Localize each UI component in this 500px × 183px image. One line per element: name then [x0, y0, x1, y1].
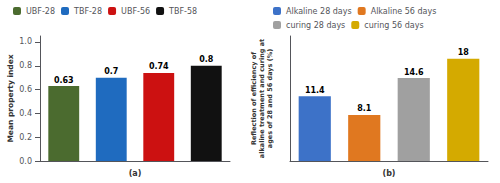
svg-text:(b): (b): [382, 169, 395, 178]
svg-text:18: 18: [458, 48, 470, 57]
svg-text:0.8: 0.8: [199, 55, 214, 64]
svg-text:curing 56 days: curing 56 days: [364, 21, 423, 30]
svg-text:Reflection of efficiency of: Reflection of efficiency of: [250, 52, 258, 145]
svg-text:0.63: 0.63: [54, 76, 74, 85]
svg-text:ages of 28 and 56 days (%): ages of 28 and 56 days (%): [266, 49, 274, 148]
svg-text:Alkaline 28 days: Alkaline 28 days: [286, 7, 352, 16]
svg-text:Alkaline 56 days: Alkaline 56 days: [371, 7, 437, 16]
svg-text:0.4: 0.4: [19, 109, 32, 118]
svg-text:11.4: 11.4: [305, 86, 325, 95]
svg-text:0.2: 0.2: [19, 133, 32, 142]
svg-text:14.6: 14.6: [404, 68, 424, 77]
svg-text:0.7: 0.7: [104, 67, 118, 76]
svg-text:alkaline treatment and curing: alkaline treatment and curing at: [258, 39, 266, 158]
svg-text:curing 28 days: curing 28 days: [286, 21, 345, 30]
svg-text:UBF-56: UBF-56: [121, 7, 150, 16]
svg-text:0.74: 0.74: [149, 62, 169, 71]
svg-text:(a): (a): [129, 169, 142, 178]
svg-text:TBF-28: TBF-28: [73, 7, 102, 16]
svg-text:Mean property index: Mean property index: [6, 54, 15, 142]
svg-text:0.8: 0.8: [19, 61, 32, 70]
svg-text:TBF-58: TBF-58: [168, 7, 197, 16]
svg-text:UBF-28: UBF-28: [26, 7, 55, 16]
svg-text:0.6: 0.6: [19, 85, 32, 94]
svg-text:0.0: 0.0: [19, 157, 32, 166]
svg-text:8.1: 8.1: [357, 104, 372, 113]
svg-text:1.0: 1.0: [19, 37, 32, 46]
